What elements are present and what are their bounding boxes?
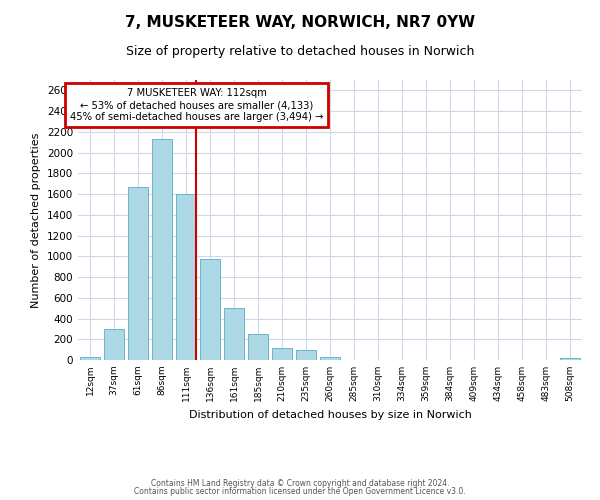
Bar bbox=[152, 139, 172, 360]
Bar bbox=[272, 348, 292, 360]
Text: Contains public sector information licensed under the Open Government Licence v3: Contains public sector information licen… bbox=[134, 487, 466, 496]
Y-axis label: Number of detached properties: Number of detached properties bbox=[31, 132, 41, 308]
Text: Contains HM Land Registry data © Crown copyright and database right 2024.: Contains HM Land Registry data © Crown c… bbox=[151, 478, 449, 488]
Bar bbox=[128, 187, 148, 360]
Bar bbox=[296, 350, 316, 360]
Bar bbox=[200, 260, 220, 360]
Text: Size of property relative to detached houses in Norwich: Size of property relative to detached ho… bbox=[126, 45, 474, 58]
Bar bbox=[320, 357, 340, 360]
Bar bbox=[176, 194, 196, 360]
Text: 7 MUSKETEER WAY: 112sqm
← 53% of detached houses are smaller (4,133)
45% of semi: 7 MUSKETEER WAY: 112sqm ← 53% of detache… bbox=[70, 88, 323, 122]
Bar bbox=[248, 334, 268, 360]
Bar bbox=[224, 308, 244, 360]
Bar bbox=[560, 358, 580, 360]
Bar bbox=[104, 330, 124, 360]
Bar bbox=[80, 358, 100, 360]
X-axis label: Distribution of detached houses by size in Norwich: Distribution of detached houses by size … bbox=[188, 410, 472, 420]
Text: 7, MUSKETEER WAY, NORWICH, NR7 0YW: 7, MUSKETEER WAY, NORWICH, NR7 0YW bbox=[125, 15, 475, 30]
